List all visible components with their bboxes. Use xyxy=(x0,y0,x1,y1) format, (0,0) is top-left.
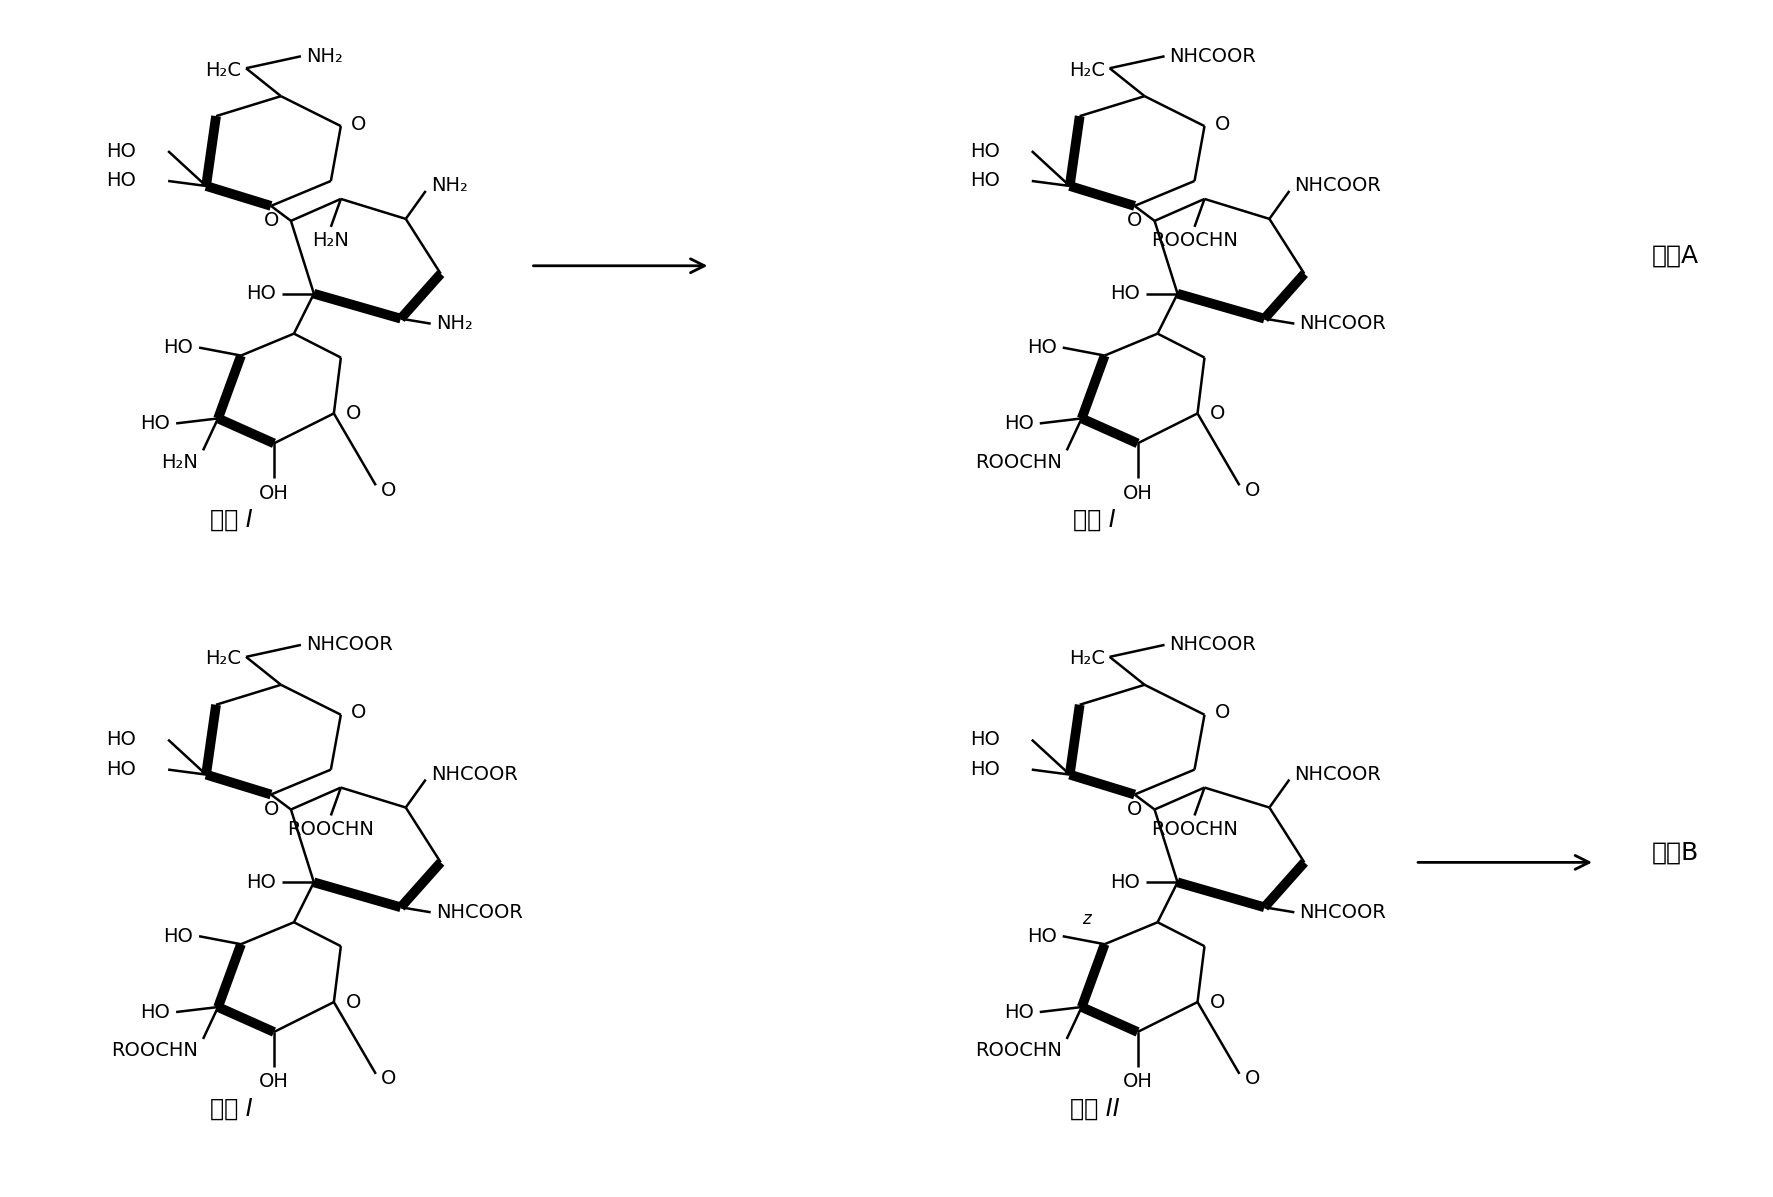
Text: HO: HO xyxy=(106,760,137,779)
Text: ROOCHN: ROOCHN xyxy=(112,1041,199,1061)
Text: HO: HO xyxy=(106,730,137,749)
Text: OH: OH xyxy=(259,1073,289,1092)
Text: HO: HO xyxy=(1027,926,1057,946)
Text: H₂C: H₂C xyxy=(206,649,241,668)
Text: H₂C: H₂C xyxy=(1069,649,1105,668)
Text: O: O xyxy=(351,703,367,722)
Text: ROOCHN: ROOCHN xyxy=(975,1041,1062,1061)
Text: OH: OH xyxy=(1122,1073,1152,1092)
Text: HO: HO xyxy=(1110,284,1140,303)
Text: HO: HO xyxy=(163,338,193,357)
Text: HO: HO xyxy=(970,730,1000,749)
Text: O: O xyxy=(346,403,362,423)
Text: NHCOOR: NHCOOR xyxy=(1170,47,1257,66)
Text: 产物 I: 产物 I xyxy=(209,1096,252,1120)
Text: HO: HO xyxy=(106,171,137,190)
Text: NHCOOR: NHCOOR xyxy=(1300,314,1386,333)
Text: HO: HO xyxy=(1004,1003,1034,1021)
Text: O: O xyxy=(1245,1069,1261,1088)
Text: O: O xyxy=(346,992,362,1011)
Text: OH: OH xyxy=(259,484,289,503)
Text: HO: HO xyxy=(140,414,170,433)
Text: H₂C: H₂C xyxy=(206,61,241,80)
Text: O: O xyxy=(264,212,278,230)
Text: O: O xyxy=(1128,800,1142,819)
Text: ROOCHN: ROOCHN xyxy=(1151,820,1238,839)
Text: HO: HO xyxy=(1027,338,1057,357)
Text: HO: HO xyxy=(970,760,1000,779)
Text: ROOCHN: ROOCHN xyxy=(287,820,374,839)
Text: NHCOOR: NHCOOR xyxy=(1300,903,1386,922)
Text: NHCOOR: NHCOOR xyxy=(1294,765,1381,784)
Text: O: O xyxy=(381,1069,395,1088)
Text: 产物 II: 产物 II xyxy=(1069,1096,1119,1120)
Text: HO: HO xyxy=(970,141,1000,160)
Text: HO: HO xyxy=(246,284,277,303)
Text: ROOCHN: ROOCHN xyxy=(1151,231,1238,250)
Text: 原料 I: 原料 I xyxy=(209,509,252,533)
Text: HO: HO xyxy=(1110,873,1140,892)
Text: HO: HO xyxy=(106,141,137,160)
Text: z: z xyxy=(1082,910,1090,928)
Text: H₂N: H₂N xyxy=(312,231,349,250)
Text: OH: OH xyxy=(1122,484,1152,503)
Text: NH₂: NH₂ xyxy=(431,176,468,195)
Text: 反应B: 反应B xyxy=(1651,840,1699,864)
Text: O: O xyxy=(351,115,367,134)
Text: H₂N: H₂N xyxy=(161,452,199,472)
Text: NHCOOR: NHCOOR xyxy=(436,903,523,922)
Text: O: O xyxy=(1209,992,1225,1011)
Text: 反应A: 反应A xyxy=(1652,244,1699,268)
Text: O: O xyxy=(1215,703,1230,722)
Text: O: O xyxy=(1215,115,1230,134)
Text: HO: HO xyxy=(970,171,1000,190)
Text: O: O xyxy=(1209,403,1225,423)
Text: NH₂: NH₂ xyxy=(436,314,473,333)
Text: NHCOOR: NHCOOR xyxy=(307,636,394,655)
Text: 产物 I: 产物 I xyxy=(1073,509,1115,533)
Text: HO: HO xyxy=(1004,414,1034,433)
Text: O: O xyxy=(264,800,278,819)
Text: NHCOOR: NHCOOR xyxy=(1170,636,1257,655)
Text: NHCOOR: NHCOOR xyxy=(431,765,518,784)
Text: HO: HO xyxy=(140,1003,170,1021)
Text: HO: HO xyxy=(246,873,277,892)
Text: H₂C: H₂C xyxy=(1069,61,1105,80)
Text: HO: HO xyxy=(163,926,193,946)
Text: NH₂: NH₂ xyxy=(307,47,342,66)
Text: O: O xyxy=(381,481,395,500)
Text: O: O xyxy=(1128,212,1142,230)
Text: ROOCHN: ROOCHN xyxy=(975,452,1062,472)
Text: NHCOOR: NHCOOR xyxy=(1294,176,1381,195)
Text: O: O xyxy=(1245,481,1261,500)
